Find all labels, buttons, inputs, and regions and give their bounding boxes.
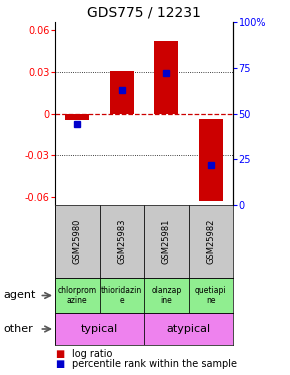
Text: percentile rank within the sample: percentile rank within the sample	[72, 359, 238, 369]
Text: GSM25981: GSM25981	[162, 219, 171, 264]
Bar	[154, 41, 178, 114]
Bar	[110, 70, 134, 114]
Text: log ratio: log ratio	[72, 349, 113, 359]
Text: thioridazin
e: thioridazin e	[101, 286, 142, 305]
Bar	[144, 205, 188, 278]
Bar	[144, 313, 233, 345]
Text: quetiapi
ne: quetiapi ne	[195, 286, 226, 305]
Bar	[99, 205, 144, 278]
Text: agent: agent	[3, 291, 35, 300]
Bar	[55, 205, 99, 278]
Text: olanzap
ine: olanzap ine	[151, 286, 181, 305]
Bar	[99, 278, 144, 313]
Bar	[144, 278, 188, 313]
Bar	[199, 119, 223, 201]
Text: chlorprom
azine: chlorprom azine	[58, 286, 97, 305]
Text: other: other	[3, 324, 33, 334]
Text: ■: ■	[55, 359, 64, 369]
Text: ■: ■	[55, 349, 64, 359]
Text: typical: typical	[81, 324, 118, 334]
Text: GSM25983: GSM25983	[117, 219, 126, 264]
Text: GSM25982: GSM25982	[206, 219, 215, 264]
Title: GDS775 / 12231: GDS775 / 12231	[87, 6, 201, 20]
Bar	[55, 278, 99, 313]
Bar	[188, 278, 233, 313]
Text: GSM25980: GSM25980	[73, 219, 82, 264]
Text: atypical: atypical	[166, 324, 211, 334]
Bar	[55, 313, 144, 345]
Bar	[188, 205, 233, 278]
Bar	[65, 114, 90, 120]
